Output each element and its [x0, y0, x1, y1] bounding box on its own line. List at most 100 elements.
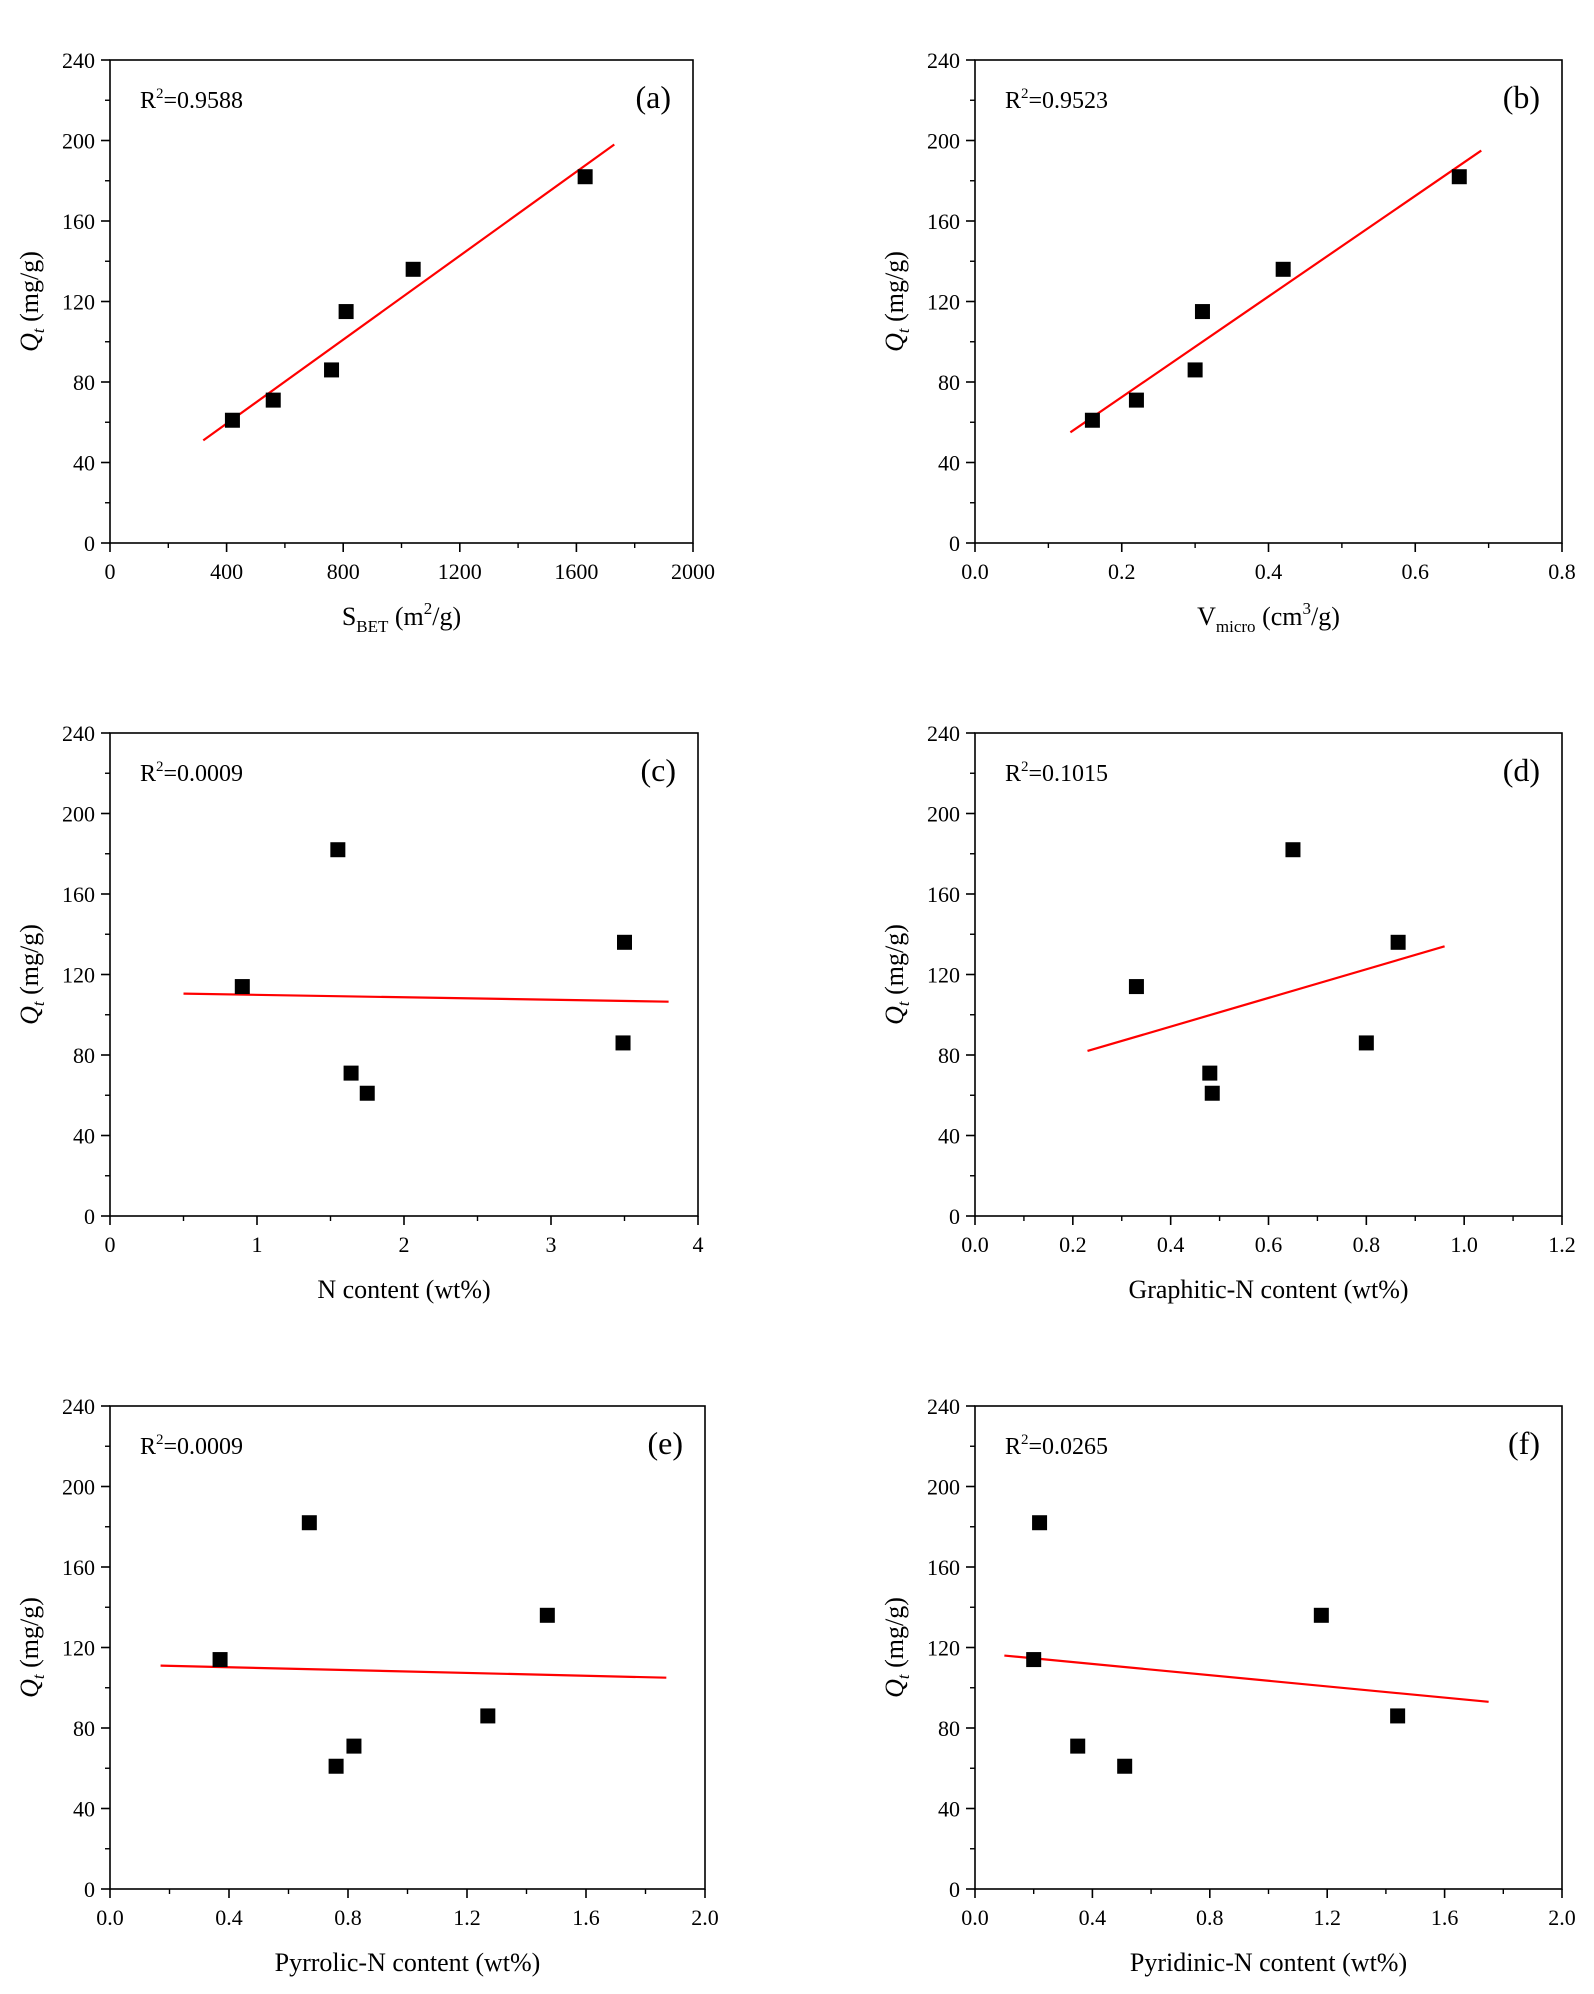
data-point — [1275, 261, 1291, 277]
y-tick-label: 80 — [73, 1043, 95, 1068]
x-axis-label: Vmicro (cm3/g) — [1197, 599, 1340, 636]
fit-line — [1069, 149, 1482, 434]
panel-e: 0 40 80 120 160 200 240 0.0 0.4 0.8 1.2 1.6 2.0 R2=0.… — [15, 1394, 719, 1977]
panel-f: 0 40 80 120 160 200 240 0.0 0.4 0.8 1.2 1.6 2.0 R2=0.… — [880, 1394, 1576, 1977]
x-tick-label: 0.4 — [215, 1905, 243, 1930]
x-axis-label: Pyrrolic-N content (wt%) — [275, 1948, 541, 1977]
data-point — [1128, 392, 1144, 408]
y-tick-label: 120 — [62, 963, 95, 988]
x-tick-label: 1.2 — [453, 1905, 481, 1930]
x-tick-label: 0.8 — [334, 1905, 362, 1930]
data-point — [1285, 842, 1301, 858]
y-tick-label: 80 — [73, 1716, 95, 1741]
y-tick-label: 0 — [949, 1204, 960, 1229]
x-tick-label: 2.0 — [1548, 1905, 1576, 1930]
fit-line — [202, 143, 615, 442]
x-tick-label: 0.4 — [1079, 1905, 1107, 1930]
data-point — [539, 1607, 555, 1623]
x-tick-label: 0.8 — [1548, 559, 1576, 584]
panel-a: 0 40 80 120 160 200 240 0 400 800 1200 1600 2000 R2=0… — [15, 48, 715, 636]
data-point — [224, 412, 240, 428]
x-axis-label: Pyridinic-N content (wt%) — [1130, 1948, 1407, 1977]
y-tick-label: 200 — [62, 802, 95, 827]
r-squared-label: R2=0.0009 — [140, 1432, 243, 1460]
y-tick-label: 40 — [938, 1124, 960, 1149]
data-point — [328, 1758, 344, 1774]
data-point — [1313, 1607, 1329, 1623]
y-tick-label: 120 — [927, 1636, 960, 1661]
x-tick-label: 1.6 — [572, 1905, 600, 1930]
data-point — [1194, 304, 1210, 320]
y-tick-label: 240 — [62, 721, 95, 746]
data-point — [1451, 169, 1467, 185]
data-point — [1358, 1035, 1374, 1051]
x-tick-label: 0 — [105, 1232, 116, 1257]
y-tick-label: 200 — [927, 129, 960, 154]
y-tick-label: 120 — [62, 1636, 95, 1661]
y-tick-label: 240 — [62, 1394, 95, 1419]
data-point — [480, 1708, 496, 1724]
panel-c: 0 40 80 120 160 200 240 0 1 2 3 4 R2=0.0009 (c) Qt (mg… — [15, 721, 704, 1304]
data-point — [1117, 1758, 1133, 1774]
data-point — [615, 1035, 631, 1051]
x-tick-label: 0.6 — [1255, 1232, 1283, 1257]
data-point — [301, 1515, 317, 1531]
r-squared-label: R2=0.0265 — [1005, 1432, 1108, 1460]
x-tick-label: 0.4 — [1157, 1232, 1185, 1257]
y-tick-label: 40 — [938, 1797, 960, 1822]
x-tick-label: 1.2 — [1313, 1905, 1341, 1930]
y-axis-label: Qt (mg/g) — [880, 1597, 913, 1698]
x-tick-label: 1.2 — [1548, 1232, 1576, 1257]
y-axis-label: Qt (mg/g) — [15, 1597, 48, 1698]
r-squared-label: R2=0.1015 — [1005, 759, 1108, 787]
y-tick-label: 240 — [927, 721, 960, 746]
x-tick-label: 1.6 — [1431, 1905, 1459, 1930]
x-tick-label: 0.6 — [1402, 559, 1430, 584]
x-tick-label: 0.0 — [961, 559, 989, 584]
y-tick-label: 0 — [949, 531, 960, 556]
data-point — [617, 934, 632, 950]
x-tick-label: 0.0 — [961, 1905, 989, 1930]
y-tick-label: 40 — [938, 451, 960, 476]
plot-frame — [974, 732, 1563, 1217]
x-axis-label: Graphitic-N content (wt%) — [1128, 1275, 1408, 1304]
y-tick-label: 120 — [62, 290, 95, 315]
y-axis-label: Qt (mg/g) — [15, 924, 48, 1025]
x-tick-label: 2 — [399, 1232, 410, 1257]
y-tick-label: 0 — [84, 1877, 95, 1902]
data-point — [1204, 1085, 1220, 1101]
data-point — [1187, 362, 1203, 378]
plot-frame — [109, 732, 699, 1217]
y-tick-label: 0 — [949, 1877, 960, 1902]
y-tick-label: 240 — [927, 48, 960, 73]
x-tick-label: 1 — [252, 1232, 263, 1257]
fit-line — [1004, 1654, 1489, 1703]
data-point — [577, 169, 593, 185]
x-tick-label: 800 — [327, 559, 360, 584]
data-point — [1070, 1738, 1086, 1754]
y-tick-label: 0 — [84, 531, 95, 556]
data-point — [265, 392, 281, 408]
y-tick-label: 200 — [62, 1475, 95, 1500]
data-point — [338, 304, 354, 320]
data-point — [1128, 979, 1144, 995]
fit-line — [183, 992, 669, 1003]
y-tick-label: 80 — [938, 1043, 960, 1068]
y-tick-label: 80 — [938, 370, 960, 395]
x-tick-label: 0 — [105, 559, 116, 584]
x-axis-label: SBET (m2/g) — [342, 599, 461, 636]
data-point — [212, 1652, 228, 1668]
y-axis-label: Qt (mg/g) — [880, 924, 913, 1025]
r-squared-label: R2=0.9588 — [140, 86, 243, 114]
y-tick-label: 40 — [73, 451, 95, 476]
plot-frame — [974, 59, 1563, 544]
y-tick-label: 160 — [927, 209, 960, 234]
y-axis-label: Qt (mg/g) — [880, 251, 913, 352]
y-tick-label: 200 — [62, 129, 95, 154]
y-tick-label: 200 — [927, 802, 960, 827]
x-tick-label: 0.4 — [1255, 559, 1283, 584]
panel-label: (e) — [647, 1425, 683, 1461]
plot-frame — [974, 1405, 1563, 1890]
panel-label: (f) — [1508, 1425, 1540, 1461]
x-tick-label: 400 — [210, 559, 243, 584]
